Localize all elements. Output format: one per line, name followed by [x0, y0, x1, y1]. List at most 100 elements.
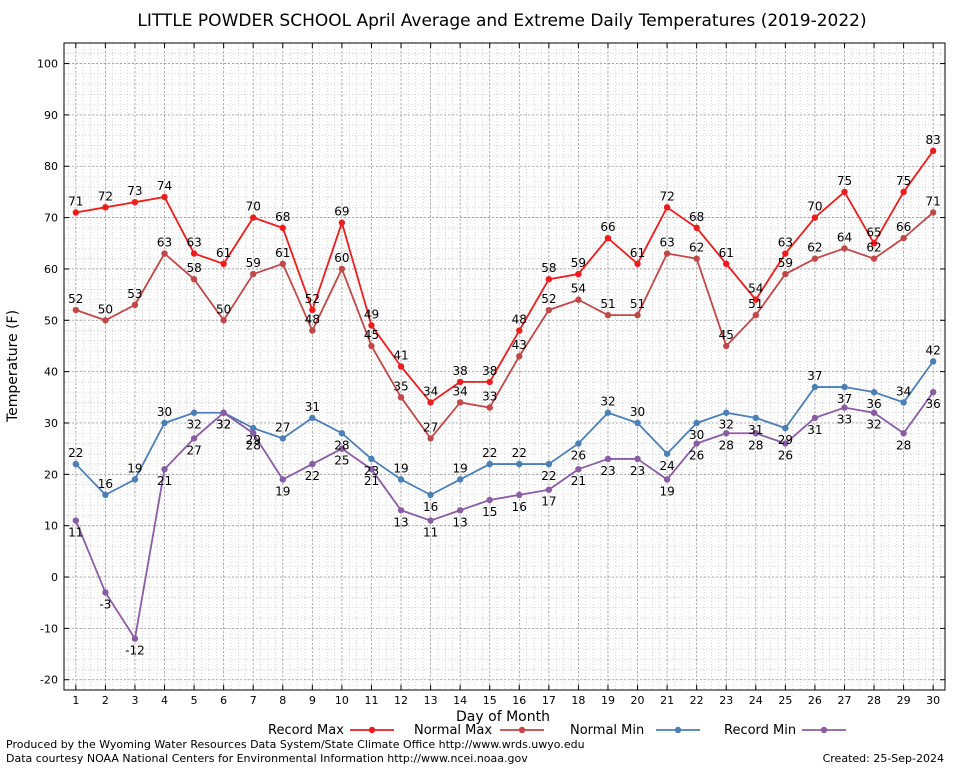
record-min-data-label: 26 [689, 449, 704, 463]
record-min-point [486, 496, 493, 504]
normal-max-point [338, 265, 346, 273]
record-min-point [900, 430, 907, 437]
normal-max-point [161, 250, 168, 257]
normal-max-point [250, 270, 257, 278]
normal-max-legend-marker [518, 726, 526, 734]
normal-min-point [102, 491, 109, 499]
normal-min-point [250, 424, 257, 432]
record-max-data-label: 59 [571, 256, 586, 270]
normal-min-data-label: 19 [127, 461, 142, 475]
y-tick-label: 20 [44, 468, 58, 481]
record-max-data-label: 38 [482, 364, 497, 378]
record-min-point [516, 491, 523, 499]
x-tick-label: 7 [250, 694, 257, 707]
record-min-point [102, 589, 109, 596]
record-min-data-label: 17 [541, 495, 556, 509]
record-min-point [870, 409, 878, 416]
record-min-point [338, 445, 346, 452]
record-max-data-label: 34 [423, 384, 438, 398]
record-max-data-label: 66 [600, 220, 615, 234]
x-tick-label: 16 [512, 694, 526, 707]
normal-max-data-label: 27 [423, 420, 438, 434]
record-max-point [663, 204, 671, 211]
x-tick-label: 23 [719, 694, 733, 707]
y-tick-label: 0 [51, 571, 58, 584]
record-max-legend-label: Record Max [268, 723, 344, 738]
x-tick-label: 20 [631, 694, 645, 707]
normal-min-point [279, 435, 286, 442]
normal-max-data-label: 62 [866, 241, 881, 255]
normal-min-point [723, 409, 730, 416]
normal-max-data-label: 63 [659, 236, 674, 250]
record-max-point [309, 306, 316, 314]
record-max-data-label: 68 [689, 210, 704, 224]
x-tick-label: 10 [335, 694, 349, 707]
x-tick-label: 13 [424, 694, 438, 707]
record-min-point [752, 430, 759, 437]
record-max-point [870, 240, 878, 247]
record-min-data-label: 32 [216, 418, 231, 432]
normal-max-point [752, 311, 759, 319]
normal-max-point [486, 404, 493, 411]
record-min-data-label: 23 [630, 464, 645, 478]
normal-max-data-label: 71 [926, 194, 941, 208]
normal-max-point [427, 435, 434, 442]
normal-max-point [811, 255, 819, 262]
record-max-line [75, 150, 934, 404]
record-min-point [131, 635, 139, 642]
record-max-data-label: 83 [926, 133, 941, 147]
record-max-point [131, 198, 139, 206]
normal-min-point [634, 419, 641, 427]
y-tick-label: 70 [44, 212, 58, 225]
record-max-data-label: 65 [866, 225, 881, 239]
normal-max-point [220, 317, 227, 324]
normal-max-data-label: 59 [246, 256, 261, 270]
normal-min-data-label: 30 [630, 405, 645, 419]
normal-min-data-label: 22 [68, 446, 83, 460]
normal-max-point [545, 306, 553, 314]
normal-min-data-label: 30 [157, 405, 172, 419]
normal-max-data-label: 52 [541, 292, 556, 306]
record-max-data-label: 49 [364, 307, 379, 321]
record-min-data-label: 16 [512, 500, 527, 514]
normal-min-point [604, 409, 612, 416]
normal-max-point [604, 311, 612, 319]
record-min-data-label: 13 [393, 515, 408, 529]
x-tick-label: 21 [660, 694, 674, 707]
record-min-data-label: 11 [423, 526, 438, 540]
record-min-legend-label: Record Min [724, 723, 796, 738]
normal-min-data-label: 22 [512, 446, 527, 460]
normal-min-data-label: 23 [364, 464, 379, 478]
record-min-data-label: 19 [659, 484, 674, 498]
record-min-point [811, 414, 819, 422]
normal-min-data-label: 24 [659, 459, 674, 473]
record-max-point [900, 188, 907, 196]
normal-max-point [929, 209, 937, 216]
record-max-point [752, 296, 759, 303]
record-min-line [74, 391, 934, 640]
record-min-data-label: 33 [837, 413, 852, 427]
normal-min-data-label: 37 [837, 392, 852, 406]
normal-min-data-label: 19 [453, 461, 468, 475]
record-max-data-label: 48 [512, 313, 527, 327]
normal-min-data-label: 34 [896, 384, 911, 398]
record-min-data-label: 25 [334, 454, 349, 468]
record-min-point [309, 460, 316, 468]
x-tick-label: 2 [102, 694, 109, 707]
normal-max-point [693, 255, 700, 262]
normal-max-data-label: 50 [98, 302, 113, 316]
record-max-point [427, 399, 434, 406]
normal-min-data-label: 32 [600, 395, 615, 409]
record-min-point [220, 409, 227, 416]
record-max-point [723, 260, 730, 268]
record-max-point [279, 224, 286, 232]
y-tick-label: -10 [40, 622, 58, 635]
x-tick-label: 3 [131, 694, 138, 707]
x-tick-label: 1 [72, 694, 79, 707]
record-min-point [72, 517, 80, 524]
y-tick-label: 80 [44, 160, 58, 173]
record-max-data-label: 54 [748, 282, 763, 296]
normal-max-point [456, 399, 464, 406]
record-min-data-label: 13 [453, 515, 468, 529]
normal-min-data-label: 32 [186, 418, 201, 432]
